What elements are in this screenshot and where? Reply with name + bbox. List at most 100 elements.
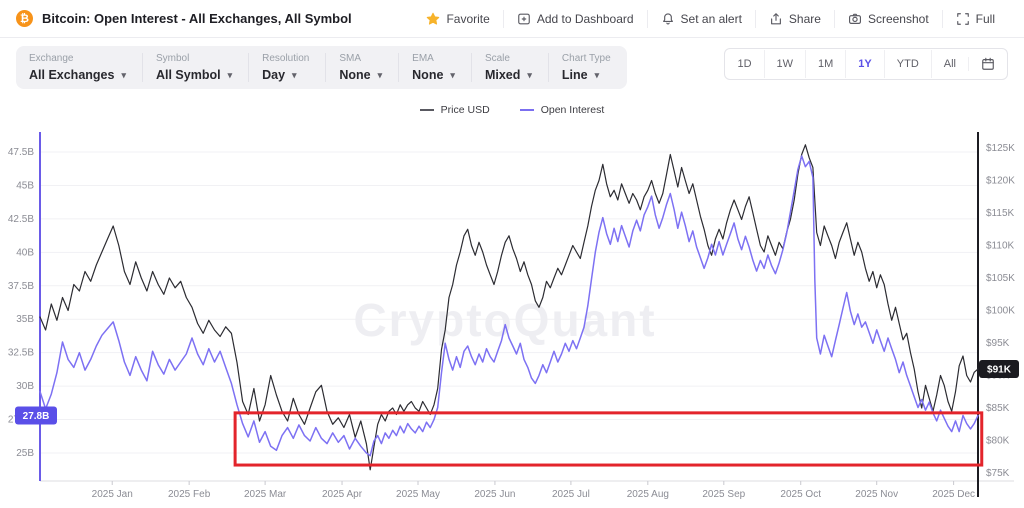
- filter-value: Day: [262, 68, 286, 82]
- filter-label: Resolution: [262, 53, 310, 64]
- legend-label: Price USD: [440, 104, 490, 116]
- add-to-dashboard-button[interactable]: Add to Dashboard: [502, 9, 647, 28]
- x-axis-label: 2025 Nov: [855, 489, 898, 500]
- filter-label: Exchange: [29, 53, 74, 64]
- left-axis-label: 30B: [16, 381, 34, 392]
- chevron-down-icon: ▾: [377, 69, 383, 80]
- legend-item-open-interest[interactable]: Open Interest: [519, 104, 605, 116]
- open-interest-line-swatch: [519, 109, 534, 111]
- chevron-down-icon: ▾: [594, 69, 600, 80]
- left-axis-label: 42.5B: [8, 214, 34, 225]
- action-label: Full: [975, 11, 995, 26]
- custom-date-button[interactable]: [968, 57, 1007, 71]
- right-axis-label: $100K: [986, 306, 1015, 317]
- star-icon: [427, 12, 440, 25]
- chevron-down-icon: ▾: [292, 69, 297, 80]
- watermark-text: CryptoQuant: [353, 294, 656, 346]
- price-value-badge-label: $91K: [987, 365, 1012, 376]
- right-axis-label: $85K: [986, 403, 1010, 414]
- share-icon: [770, 12, 781, 24]
- range-1y-button[interactable]: 1Y: [845, 50, 883, 78]
- chevron-down-icon: ▾: [527, 69, 532, 80]
- right-axis-label: $125K: [986, 143, 1015, 154]
- right-axis-label: $80K: [986, 436, 1010, 447]
- filter-resolution[interactable]: Resolution Day ▾: [248, 53, 325, 82]
- range-1m-button[interactable]: 1M: [805, 50, 845, 78]
- left-axis-label: 35B: [16, 314, 34, 325]
- filter-sma[interactable]: SMA None ▾: [325, 53, 398, 82]
- favorite-button[interactable]: Favorite: [413, 10, 502, 28]
- right-axis-label: $120K: [986, 176, 1015, 187]
- chart-legend: Price USD Open Interest: [0, 104, 1024, 116]
- right-axis-label: $95K: [986, 338, 1010, 349]
- right-axis-label: $115K: [986, 208, 1015, 219]
- chevron-down-icon: ▾: [121, 69, 126, 80]
- left-axis-label: 25B: [16, 448, 34, 459]
- x-axis-label: 2025 Aug: [627, 489, 669, 500]
- left-axis-label: 32.5B: [8, 348, 34, 359]
- left-axis-label: 40B: [16, 247, 34, 258]
- filter-value: None: [339, 68, 371, 82]
- right-axis-label: $110K: [986, 241, 1015, 252]
- filter-bar: Exchange All Exchanges ▾ Symbol All Symbo…: [16, 46, 627, 89]
- action-label: Favorite: [446, 11, 490, 26]
- price-line-swatch: [419, 109, 434, 111]
- right-axis-label: $75K: [986, 468, 1010, 479]
- time-range-selector: 1D 1W 1M 1Y YTD All: [724, 48, 1008, 80]
- open-interest-line: [39, 155, 979, 457]
- fullscreen-icon: [956, 12, 969, 25]
- x-axis-label: 2025 Oct: [780, 489, 821, 500]
- range-1d-button[interactable]: 1D: [737, 58, 752, 70]
- legend-label: Open Interest: [540, 104, 605, 116]
- screenshot-button[interactable]: Screenshot: [833, 9, 942, 28]
- filter-exchange[interactable]: Exchange All Exchanges ▾: [16, 53, 142, 82]
- action-label: Share: [788, 11, 821, 26]
- right-axis-label: $105K: [986, 273, 1015, 284]
- filter-label: EMA: [412, 53, 434, 64]
- x-axis-label: 2025 Feb: [168, 489, 211, 500]
- action-label: Set an alert: [680, 11, 742, 26]
- filter-value: Line: [561, 68, 588, 82]
- fullscreen-button[interactable]: Full: [941, 9, 1008, 28]
- camera-icon: [848, 13, 861, 24]
- share-button[interactable]: Share: [754, 9, 834, 28]
- filter-label: Symbol: [155, 53, 190, 64]
- x-axis-label: 2025 Dec: [932, 489, 975, 500]
- header: ₿ Bitcoin: Open Interest - All Exchanges…: [0, 0, 1024, 38]
- toolbar: Exchange All Exchanges ▾ Symbol All Symbo…: [0, 38, 1024, 96]
- open-interest-value-badge: [15, 406, 57, 425]
- legend-item-price[interactable]: Price USD: [419, 104, 490, 116]
- highlight-box-annotation: [233, 411, 984, 467]
- header-actions: Favorite Add to Dashboard Set an alert S…: [413, 9, 1008, 28]
- x-axis-label: 2025 Mar: [244, 489, 287, 500]
- dashboard-add-icon: [517, 13, 530, 24]
- filter-value: Mixed: [484, 68, 521, 82]
- filter-ema[interactable]: EMA None ▾: [398, 53, 471, 82]
- x-axis-label: 2025 May: [396, 489, 440, 500]
- action-label: Screenshot: [867, 11, 929, 26]
- chevron-down-icon: ▾: [227, 69, 233, 80]
- x-axis-label: 2025 Sep: [702, 489, 745, 500]
- bell-icon: [662, 12, 673, 25]
- left-axis-label: 37.5B: [8, 281, 34, 292]
- filter-value: All Symbol: [155, 68, 221, 82]
- filter-symbol[interactable]: Symbol All Symbol ▾: [141, 53, 248, 82]
- action-label: Add to Dashboard: [536, 11, 634, 26]
- left-axis-label: 45B: [16, 180, 34, 191]
- range-all-button[interactable]: All: [930, 50, 968, 78]
- range-ytd-button[interactable]: YTD: [883, 50, 931, 78]
- set-alert-button[interactable]: Set an alert: [646, 9, 755, 28]
- filter-chart-type[interactable]: Chart Type Line ▾: [547, 53, 627, 82]
- filter-scale[interactable]: Scale Mixed ▾: [470, 53, 548, 82]
- open-interest-value-badge-label: 27.8B: [23, 411, 50, 422]
- filter-label: Chart Type: [561, 53, 611, 64]
- filter-label: SMA: [339, 53, 362, 64]
- range-1w-button[interactable]: 1W: [763, 50, 806, 78]
- left-axis-label: 47.5B: [8, 147, 34, 158]
- x-axis-label: 2025 Apr: [322, 489, 363, 500]
- price-value-badge: [979, 360, 1019, 378]
- bitcoin-icon: ₿: [16, 10, 33, 27]
- calendar-icon: [982, 57, 994, 70]
- filter-label: Scale: [484, 53, 510, 64]
